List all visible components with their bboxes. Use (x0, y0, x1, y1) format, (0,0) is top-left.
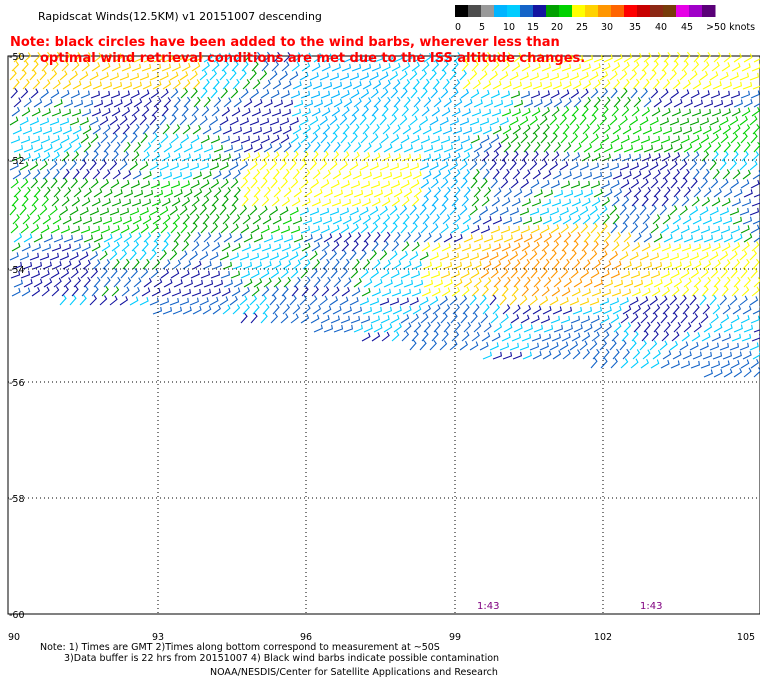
legend-swatch (455, 5, 469, 17)
longitude-label: 96 (300, 632, 312, 643)
legend-swatch (585, 5, 599, 17)
legend-swatches (455, 5, 716, 17)
legend-swatch (572, 5, 586, 17)
legend-swatch (507, 5, 521, 17)
legend-swatch (598, 5, 612, 17)
legend-swatch (611, 5, 625, 17)
legend-label: 15 (527, 22, 539, 33)
legend-swatch (637, 5, 651, 17)
legend-label: 10 (503, 22, 515, 33)
map-plot-area: -50 -52 -54 -56 -58 -60 90 93 96 99 102 105 1:43 1… (7, 51, 760, 643)
note-line-1: Note: black circles have been added to t… (10, 35, 560, 50)
legend-label: 25 (576, 22, 588, 33)
wind-barb-group (290, 54, 473, 234)
legend-label: 40 (655, 22, 667, 33)
wind-barb-field (9, 51, 760, 378)
longitude-label: 93 (152, 632, 164, 643)
legend-label: 20 (551, 22, 563, 33)
latitude-label: -58 (9, 494, 25, 505)
legend-swatch (468, 5, 482, 17)
longitude-label: 105 (737, 632, 755, 643)
wind-barb-group (9, 105, 760, 234)
wind-barb-group (9, 51, 663, 306)
legend-label: 45 (681, 22, 693, 33)
longitude-label: 99 (449, 632, 461, 643)
legend-label: >50 knots (706, 22, 755, 33)
wind-barb-group (10, 51, 760, 360)
wind-barb-group (9, 51, 753, 297)
wind-barb-group (9, 51, 760, 378)
longitude-label: 102 (594, 632, 612, 643)
footer-line-2: 3)Data buffer is 22 hrs from 20151007 4)… (64, 653, 499, 664)
footer-line-1: Note: 1) Times are GMT 2)Times along bot… (40, 642, 440, 653)
footer-line-3: NOAA/NESDIS/Center for Satellite Applica… (210, 667, 498, 678)
legend-label: 5 (479, 22, 485, 33)
legend-label: 30 (601, 22, 613, 33)
legend-label: 35 (629, 22, 641, 33)
legend-labels: 0 5 10 15 20 25 30 35 40 45 >50 knots (455, 22, 755, 33)
legend-swatch (676, 5, 690, 17)
longitude-labels: 90 93 96 99 102 105 (8, 632, 755, 643)
map-title: Rapidscat Winds(12.5KM) v1 20151007 desc… (38, 10, 322, 23)
latitude-label: -52 (9, 156, 25, 167)
latitude-label: -60 (9, 610, 25, 621)
legend-swatch (663, 5, 677, 17)
latitude-label: -54 (9, 265, 25, 276)
legend-label: 0 (455, 22, 461, 33)
legend-swatch (481, 5, 495, 17)
lat-lon-grid (8, 56, 760, 614)
legend-swatch (546, 5, 560, 17)
wind-barb-group (10, 51, 760, 369)
legend-swatch (689, 5, 703, 17)
latitude-label: -50 (9, 52, 25, 63)
legend-swatch (520, 5, 534, 17)
latitude-labels: -50 -52 -54 -56 -58 -60 (9, 52, 25, 621)
legend-swatch (650, 5, 664, 17)
wind-barb-group (479, 231, 622, 297)
longitude-label: 90 (8, 632, 20, 643)
time-label-2: 1:43 (640, 601, 662, 612)
legend-swatch (702, 5, 716, 17)
map-frame (7, 55, 760, 615)
legend-swatch (533, 5, 547, 17)
latitude-label: -56 (9, 378, 25, 389)
color-legend: 0 5 10 15 20 25 30 35 40 45 >50 knots (455, 5, 755, 33)
legend-swatch (494, 5, 508, 17)
legend-swatch (624, 5, 638, 17)
legend-swatch (559, 5, 573, 17)
note-line-2: optimal wind retrieval conditions are me… (40, 51, 585, 66)
wind-barb-group (240, 51, 760, 297)
time-label-1: 1:43 (477, 601, 499, 612)
